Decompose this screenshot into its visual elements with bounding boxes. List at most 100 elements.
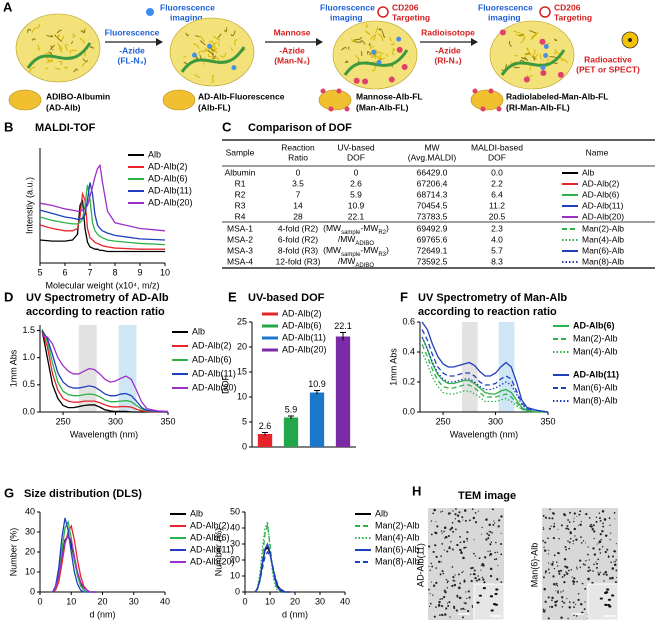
tem-particle [548,549,550,551]
y-tick-label: 10 [230,570,240,580]
tem-particle [497,525,500,528]
mannose-dot [388,76,395,83]
series-line [41,330,168,413]
tem-particle [430,562,433,565]
table-cell: 2.2 [491,178,503,188]
tem-particle [576,515,578,517]
tem-particle [478,578,481,581]
tem-particle [462,607,465,610]
tem-particle [477,510,479,512]
y-tick-label: 20 [237,341,247,351]
table-cell: MSA-3 [227,245,253,255]
protein-strand [546,57,549,63]
tem-particle [584,601,586,603]
tem-inset-particle [607,598,612,601]
x-tick-label: 40 [340,596,350,606]
tem-particle [462,556,465,560]
tem-particle [572,580,575,583]
tem-particle [446,587,448,589]
x-axis-label: Molecular weight (x10⁴, m/z) [46,280,160,290]
protein-strand [220,52,227,58]
error-bar [262,432,268,436]
x-axis-label: d (nm) [282,609,308,619]
imaging-icon [146,8,154,16]
tem-particle [481,576,484,579]
tem-particle [567,617,569,620]
series-line [421,321,549,413]
tem-particle [551,596,554,600]
tem-particle [542,526,545,528]
callout: imaging [488,12,521,22]
protein-strand [198,50,205,55]
legend-label: Man(2)-Alb [375,520,420,530]
tem-particle [462,570,464,572]
tem-particle [467,609,470,613]
protein-strand [523,57,529,62]
tem-particle [587,577,590,581]
protein-body [15,13,101,83]
tem-particle [435,581,438,585]
tem-particle [455,508,457,510]
fluor-dot [207,43,213,49]
tem-particle [604,534,608,537]
tem-particle [580,541,583,544]
tem-particle [429,569,431,571]
y-tick-label: 0.0 [402,406,415,416]
tem-particle [579,603,583,606]
tem-particle [549,606,551,608]
x-tick-label: 10 [66,596,76,606]
chart-title: UV Spectrometry of Man-Alb [418,292,567,304]
tem-particle [459,582,462,585]
tem-particle [573,577,576,580]
tem-particle [613,561,615,563]
tem-particle [611,567,615,570]
tem-particle [471,606,474,608]
tem-particle [548,527,551,530]
table-cell-part: ADIBO [355,241,374,247]
tem-inset-particle [599,597,603,600]
tem-particle [603,518,607,521]
tem-particle [556,600,559,602]
tem-particle [556,584,559,587]
tem-particle [597,558,600,561]
tem-particle [461,571,464,574]
tem-particle [544,600,547,603]
table-cell: R4 [235,211,246,221]
tem-inset-particle [607,604,611,607]
tem-particle [607,555,610,557]
protein-strand [56,29,62,34]
tem-particle [449,528,452,531]
series-line [51,517,97,593]
product-icon-dot [496,106,502,112]
table-header: Ratio [288,152,308,162]
tem-particle [474,512,477,514]
tem-particle [450,526,454,530]
tem-particle [452,576,455,579]
table-cell: 2.6 [350,178,362,188]
tem-particle [549,508,551,511]
tem-particle [488,530,490,532]
tem-particle [440,511,442,513]
tem-particle [593,537,595,540]
tem-particle [481,526,483,529]
target-icon [539,6,551,18]
table-title: Comparison of DOF [248,122,352,134]
tem-particle [449,512,452,515]
tem-particle [441,543,444,545]
tem-particle [482,578,485,581]
tem-particle [447,535,450,538]
protein-strand [230,30,236,37]
tem-particle [488,534,491,537]
x-tick-label: 7 [87,267,92,277]
tem-particle [451,566,454,568]
tem-particle [472,605,474,607]
tem-particle [614,563,617,567]
product-icon-dot [336,88,342,94]
table-cell: 68714.3 [417,189,448,199]
tem-particle [584,587,587,590]
protein-strand [372,34,376,41]
tem-particle [608,517,611,520]
protein-strand [233,38,238,46]
legend-label: Man(4)-Alb [573,346,618,356]
table-cell: 69492.9 [417,223,448,233]
